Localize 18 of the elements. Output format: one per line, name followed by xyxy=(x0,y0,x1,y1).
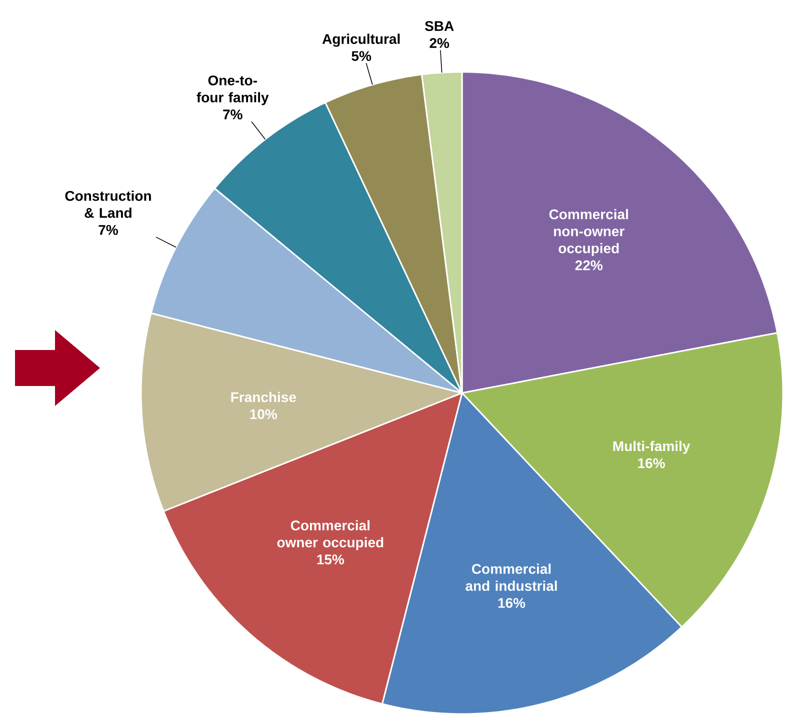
data-label: 7% xyxy=(98,225,118,235)
slice-label: SBA xyxy=(424,21,454,32)
slice-label: Commercial non-owner occupied xyxy=(549,209,628,256)
data-label: 22% xyxy=(575,260,603,270)
slice-label: Construction & Land xyxy=(65,190,151,218)
data-label: 7% xyxy=(223,110,242,120)
data-label: 16% xyxy=(638,458,665,468)
data-label: 10% xyxy=(250,409,278,420)
data-label: 16% xyxy=(498,598,526,608)
slice-label: Agricultural xyxy=(322,34,400,47)
slice-label: Commercial owner occupied xyxy=(277,520,384,550)
data-label: 5% xyxy=(352,51,372,61)
slice-label: Franchise xyxy=(231,392,296,402)
data-label: 15% xyxy=(317,554,344,564)
data-label: 2% xyxy=(430,38,450,48)
slice-label: One-to-four family xyxy=(196,76,269,106)
slice-label: Multi-family xyxy=(613,440,690,454)
slice-label: Commercial and industrial xyxy=(466,564,557,591)
